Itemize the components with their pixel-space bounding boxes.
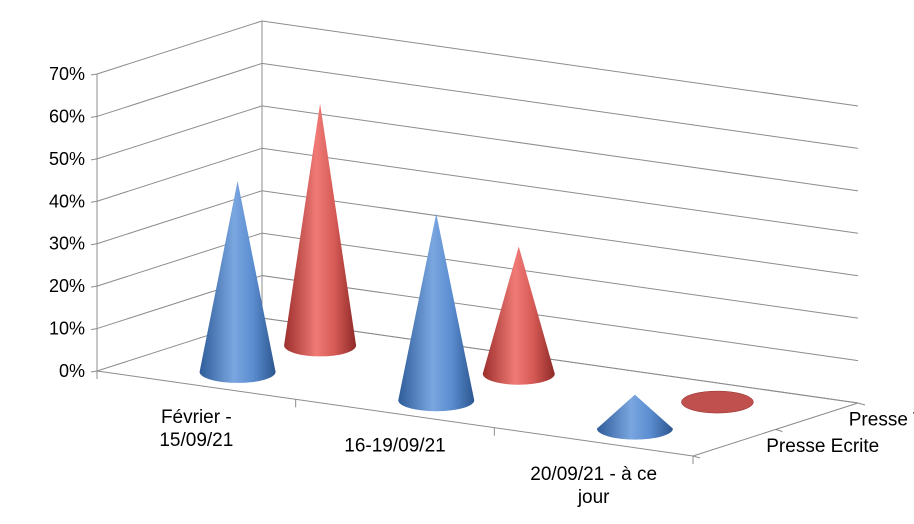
y-tick-label: 30% [49, 234, 85, 254]
x-axis-line [96, 370, 694, 457]
cone [596, 394, 673, 440]
labels: 0% 10% 20% 30% 40% 50% 60% 70% Février -15/09/21… [49, 64, 914, 508]
cones [199, 103, 754, 440]
y-tick-label: 0% [59, 361, 85, 381]
y-tick-label: 20% [49, 276, 85, 296]
cone [482, 246, 555, 385]
x-category-label: 20/09/21 - à ce [530, 464, 657, 485]
series-label: Presse Ecrite [766, 436, 879, 457]
y-tick-mark [90, 115, 98, 118]
y-tick-mark [90, 158, 98, 161]
series-label: Presse Web [849, 409, 914, 430]
depth-tick-mark [857, 402, 866, 406]
gridline [96, 190, 859, 277]
cone [284, 103, 357, 357]
depth-tick-mark [692, 455, 701, 459]
y-tick-mark [90, 285, 98, 288]
x-category-label: 16-19/09/21 [344, 436, 445, 457]
x-category-label: jour [577, 487, 610, 508]
y-tick-label: 70% [49, 64, 85, 84]
y-tick-mark [90, 200, 98, 203]
y-tick-label: 50% [49, 149, 85, 169]
y-tick-mark [90, 370, 98, 373]
y-tick-label: 10% [49, 319, 85, 339]
gridline [96, 147, 859, 234]
depth-tick-mark [775, 429, 783, 432]
y-tick-mark [90, 73, 98, 76]
y-tick-label: 40% [49, 191, 85, 211]
x-category-label: 15/09/21 [159, 430, 233, 451]
gridline [96, 20, 859, 107]
gridline [96, 232, 859, 319]
y-tick-mark [90, 243, 98, 246]
y-tick-label: 60% [49, 106, 85, 126]
x-category-label: Février - [161, 407, 232, 428]
cone-flat [681, 390, 754, 414]
cone [199, 180, 276, 383]
gridline [96, 62, 859, 149]
y-tick-mark [90, 328, 98, 331]
gridline [96, 105, 859, 192]
cone [398, 213, 475, 412]
